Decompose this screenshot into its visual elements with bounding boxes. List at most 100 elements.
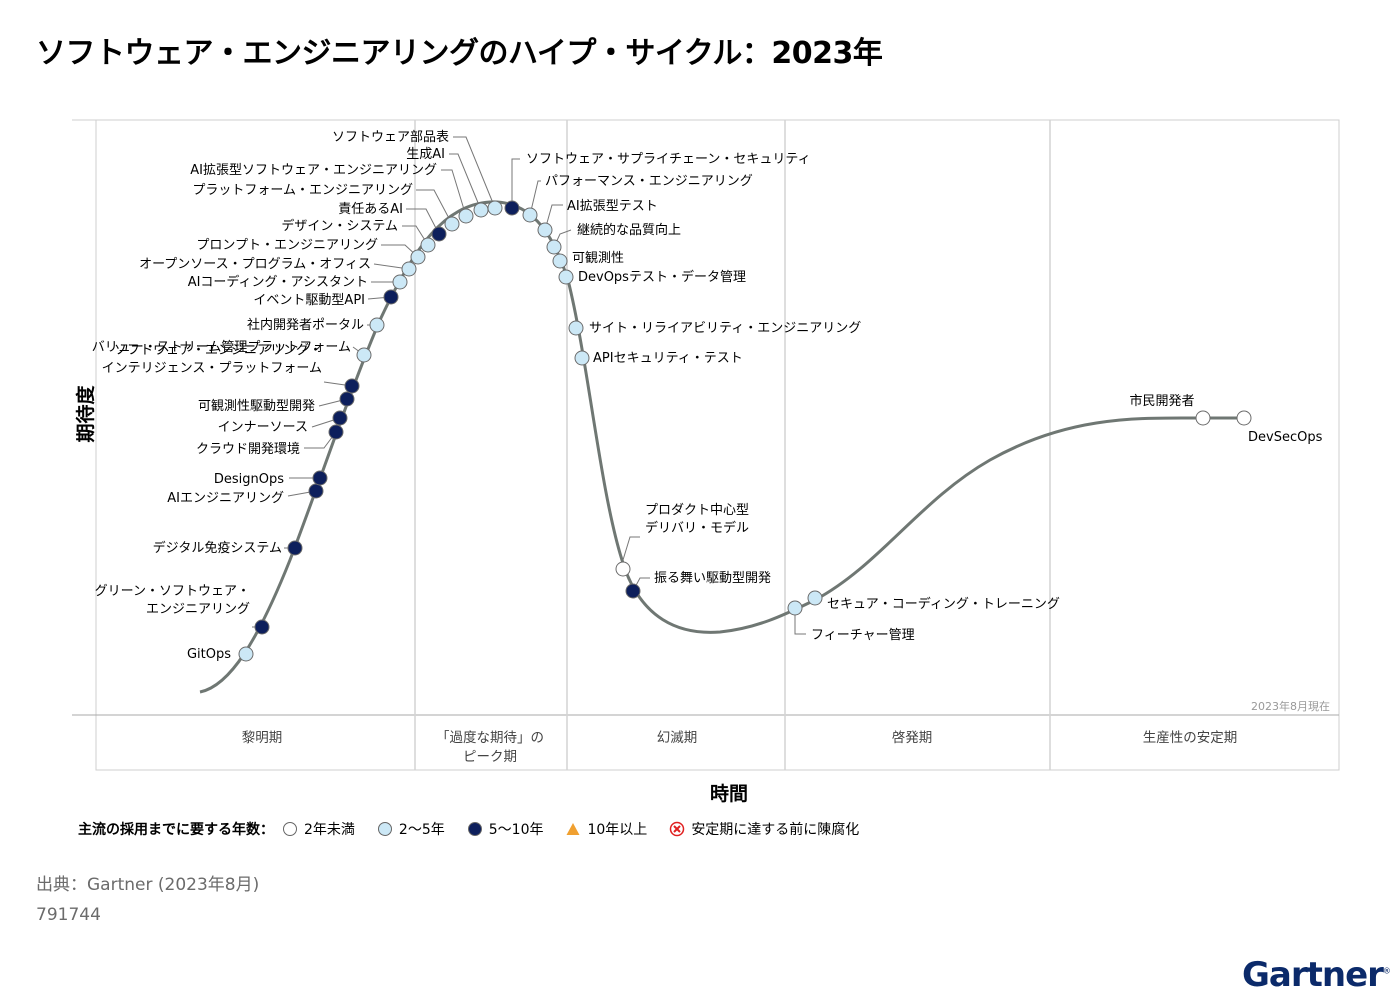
technology-label: プラットフォーム・エンジニアリング [192, 183, 413, 198]
phase-label: 黎明期 [242, 730, 283, 746]
technology-point [473, 202, 489, 218]
technology-point [328, 424, 344, 440]
technology-point [552, 253, 568, 269]
technology-label: サイト・リライアビリティ・エンジニアリング [589, 321, 861, 336]
technology-point [504, 200, 520, 216]
technology-label: AIコーディング・アシスタント [188, 274, 368, 290]
technology-label: パフォーマンス・エンジニアリング [545, 174, 753, 189]
technology-label: フィーチャー管理 [811, 628, 915, 643]
technology-label: 継続的な品質向上 [577, 222, 681, 238]
technology-label: DesignOps [214, 472, 284, 487]
legend-label: 2～5年 [398, 822, 445, 838]
legend-label: 安定期に達する前に陳腐化 [691, 822, 860, 838]
technology-label: GitOps [187, 647, 231, 662]
technology-labels: GitOps グリーン・ソフトウェア・エンジニアリング デジタル免疫システム AIエン… [92, 130, 1323, 662]
document-id: 791744 [36, 905, 101, 925]
leader-line [416, 189, 453, 225]
technology-label: 可観測性 [572, 251, 624, 266]
phase-label: 「過度な期待」のピーク期 [436, 730, 544, 765]
technology-point [392, 274, 408, 290]
x-axis-title: 時間 [710, 783, 748, 805]
leader-line [622, 536, 640, 561]
leader-line [529, 180, 541, 216]
technology-label: APIセキュリティ・テスト [593, 351, 743, 366]
chart-frame [72, 119, 1340, 771]
gartner-logo: Gartner® [1242, 955, 1391, 995]
technology-label: オープンソース・プログラム・オフィス [139, 257, 371, 272]
technology-label: 責任あるAI [338, 202, 403, 217]
leader-line [794, 608, 806, 635]
technology-point [287, 540, 303, 556]
phase-label: 啓発期 [892, 730, 933, 746]
technology-point [369, 317, 385, 333]
technology-label: AIエンジニアリング [167, 491, 284, 506]
phase-labels: 黎明期 「過度な期待」のピーク期 幻滅期 啓発期 生産性の安定期 [242, 730, 1238, 765]
technology-label: デジタル免疫システム [153, 540, 282, 556]
technology-label: プロダクト中心型デリバリ・モデル [645, 503, 749, 536]
technology-label: AI拡張型ソフトウェア・エンジニアリング [190, 163, 437, 178]
legend: 主流の採用までに要する年数： 2年未満 2～5年 5～10年 10年以上 安定期… [78, 819, 881, 839]
legend-label: 10年以上 [587, 822, 648, 838]
technology-label: デザイン・システム [281, 218, 398, 234]
technology-label: 社内開発者ポータル [247, 317, 364, 333]
legend-item-5to10: 5～10年 [467, 819, 544, 839]
hype-cycle-chart: 黎明期 「過度な期待」のピーク期 幻滅期 啓発期 生産性の安定期 GitOps グリーン・… [72, 119, 1340, 805]
technology-point [339, 391, 355, 407]
technology-label: ソフトウェア・エンジニアリング・インテリジェンス・プラットフォーム [102, 343, 322, 376]
technology-point [332, 410, 348, 426]
legend-label: 2年未満 [304, 822, 355, 838]
technology-point [431, 226, 447, 242]
orange-triangle-icon [566, 823, 580, 835]
technology-point [238, 646, 254, 662]
leader-line [453, 136, 496, 209]
chart-title: ソフトウェア・エンジニアリングのハイプ・サイクル：2023年 [36, 36, 883, 71]
as-of-note: 2023年8月現在 [1251, 699, 1330, 713]
source-note: 出典：Gartner (2023年8月) [36, 875, 260, 895]
technology-label: 市民開発者 [1129, 393, 1194, 409]
technology-point [522, 207, 538, 223]
technology-label: 可観測性駆動型開発 [198, 399, 315, 414]
legend-title: 主流の採用までに要する年数： [78, 822, 274, 838]
technology-points [238, 200, 1252, 662]
leader-line [449, 153, 482, 211]
technology-label: ソフトウェア部品表 [332, 130, 449, 145]
technology-point [615, 561, 631, 577]
technology-label: インナーソース [218, 420, 308, 435]
technology-label: 生成AI [406, 147, 445, 162]
technology-point [356, 347, 372, 363]
technology-point [458, 208, 474, 224]
technology-point [568, 320, 584, 336]
technology-label: DevSecOps [1248, 430, 1323, 445]
logo-text: Gartner [1242, 955, 1384, 995]
technology-point [787, 600, 803, 616]
legend-item-lt2: 2年未満 [282, 819, 355, 839]
legend-item-gt10: 10年以上 [565, 819, 647, 839]
technology-point [308, 483, 324, 499]
technology-label: AI拡張型テスト [567, 199, 658, 214]
technology-label: プロンプト・エンジニアリング [196, 238, 378, 253]
plot-border [95, 119, 1340, 771]
technology-point [574, 350, 590, 366]
technology-point [383, 289, 399, 305]
hype-curve [199, 200, 1246, 694]
technology-label: クラウド開発環境 [196, 442, 300, 457]
technology-point [807, 590, 823, 606]
legend-item-obsolete: 安定期に達する前に陳腐化 [669, 819, 859, 839]
leader-line [441, 169, 467, 217]
technology-point [1236, 410, 1252, 426]
legend-label: 5～10年 [488, 822, 544, 838]
leader-line [406, 208, 440, 235]
technology-point [625, 583, 641, 599]
technology-label: バリュー・ストリーム管理プラットフォーム [92, 340, 351, 355]
phase-label: 生産性の安定期 [1143, 730, 1238, 746]
technology-point [401, 261, 417, 277]
technology-point [546, 239, 562, 255]
technology-label: 振る舞い駆動型開発 [654, 571, 771, 586]
empty-circle-icon [283, 822, 297, 836]
light-blue-circle-icon [377, 822, 392, 836]
technology-point [312, 470, 328, 486]
technology-label: グリーン・ソフトウェア・エンジニアリング [95, 584, 250, 617]
technology-point [487, 200, 503, 216]
leader-lines [252, 136, 806, 635]
technology-point [444, 216, 460, 232]
